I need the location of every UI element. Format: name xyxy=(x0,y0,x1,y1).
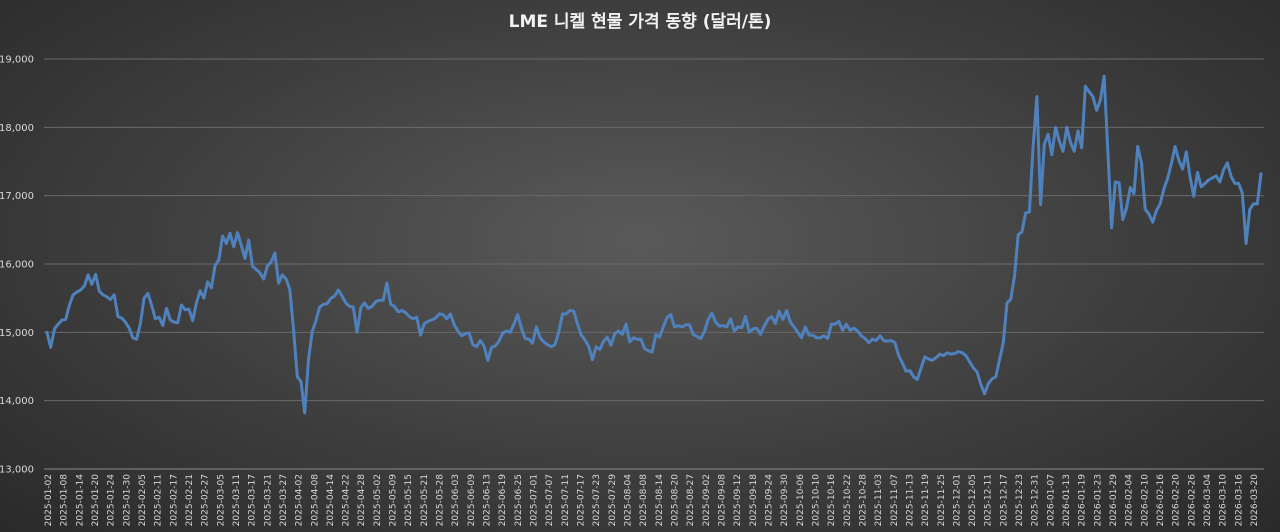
x-tick-label: 2025-10-28 xyxy=(858,474,868,527)
x-tick-label: 2025-03-27 xyxy=(279,474,289,526)
x-tick-label: 2025-06-03 xyxy=(451,474,461,526)
x-tick-label: 2026-02-16 xyxy=(1156,474,1166,527)
x-tick-label: 2025-01-14 xyxy=(75,474,85,527)
x-tick-label: 2025-04-02 xyxy=(295,474,305,526)
x-tick-label: 2025-07-17 xyxy=(577,474,587,526)
x-tick-label: 2026-01-13 xyxy=(1062,474,1072,526)
x-tick-label: 2026-02-26 xyxy=(1187,474,1197,527)
x-tick-label: 2025-05-21 xyxy=(420,474,430,526)
x-tick-label: 2025-08-04 xyxy=(624,474,634,527)
x-tick-label: 2025-08-27 xyxy=(686,474,696,526)
y-axis-ticks: 13,000 14,000 15,000 16,000 17,000 18,000 19,0… xyxy=(0,55,34,476)
x-tick-label: 2025-08-20 xyxy=(670,474,680,527)
x-tick-label: 2026-01-23 xyxy=(1093,474,1103,526)
x-tick-label: 2025-03-17 xyxy=(248,474,258,526)
x-tick-label: 2025-12-11 xyxy=(984,474,994,526)
x-tick-label: 2025-10-10 xyxy=(811,474,821,527)
y-tick-label: 18,000 xyxy=(0,123,34,134)
y-tick-label: 14,000 xyxy=(0,396,34,407)
x-tick-label: 2025-03-11 xyxy=(232,474,242,526)
series-line xyxy=(47,76,1261,413)
y-tick-label: 19,000 xyxy=(0,55,34,66)
x-tick-label: 2026-03-10 xyxy=(1219,474,1229,527)
x-tick-label: 2025-12-23 xyxy=(1015,474,1025,526)
x-tick-label: 2025-06-19 xyxy=(498,474,508,527)
y-tick-label: 17,000 xyxy=(0,191,34,202)
x-tick-label: 2025-02-27 xyxy=(201,474,211,526)
x-tick-label: 2025-09-24 xyxy=(764,474,774,527)
x-tick-label: 2025-10-06 xyxy=(796,474,806,527)
x-tick-label: 2025-02-17 xyxy=(169,474,179,526)
x-tick-label: 2025-09-30 xyxy=(780,474,790,527)
x-tick-label: 2025-04-22 xyxy=(342,474,352,526)
x-tick-label: 2025-01-20 xyxy=(91,474,101,527)
x-tick-label: 2025-02-21 xyxy=(185,474,195,526)
x-tick-label: 2026-03-20 xyxy=(1250,474,1260,527)
x-tick-label: 2025-07-29 xyxy=(608,474,618,527)
x-tick-label: 2026-03-04 xyxy=(1203,474,1213,527)
x-tick-label: 2025-12-17 xyxy=(999,474,1009,526)
x-tick-label: 2025-12-01 xyxy=(952,474,962,526)
x-tick-label: 2025-06-09 xyxy=(467,474,477,527)
y-tick-label: 13,000 xyxy=(0,465,34,476)
x-tick-label: 2025-10-22 xyxy=(843,474,853,526)
x-tick-label: 2026-03-16 xyxy=(1234,474,1244,527)
x-tick-label: 2025-01-24 xyxy=(107,474,117,527)
x-tick-label: 2025-05-02 xyxy=(373,474,383,526)
x-tick-label: 2025-11-03 xyxy=(874,474,884,526)
chart-title: LME 니켈 현물 가격 동향 (달러/톤) xyxy=(509,11,772,32)
x-tick-label: 2025-09-18 xyxy=(749,474,759,527)
x-axis-ticks: 2025-01-02 2025-01-08 2025-01-14 2025-01-20… xyxy=(44,474,1260,527)
series-layer xyxy=(47,76,1261,413)
x-tick-label: 2025-04-28 xyxy=(357,474,367,527)
y-tick-label: 16,000 xyxy=(0,260,34,271)
x-tick-label: 2025-07-23 xyxy=(592,474,602,526)
x-tick-label: 2025-07-11 xyxy=(561,474,571,526)
x-tick-label: 2025-01-30 xyxy=(122,474,132,527)
x-tick-label: 2025-09-12 xyxy=(733,474,743,526)
x-tick-label: 2025-01-02 xyxy=(44,474,54,526)
x-tick-label: 2025-10-16 xyxy=(827,474,837,527)
x-tick-label: 2025-02-11 xyxy=(154,474,164,526)
grid xyxy=(44,59,1264,469)
x-tick-label: 2025-05-15 xyxy=(404,474,414,526)
x-tick-label: 2026-01-19 xyxy=(1078,474,1088,527)
x-tick-label: 2025-11-13 xyxy=(905,474,915,526)
x-tick-label: 2025-03-21 xyxy=(263,474,273,526)
x-tick-label: 2025-06-13 xyxy=(483,474,493,526)
x-tick-label: 2025-05-09 xyxy=(389,474,399,527)
x-tick-label: 2025-06-25 xyxy=(514,474,524,526)
x-tick-label: 2025-12-05 xyxy=(968,474,978,526)
x-tick-label: 2026-01-07 xyxy=(1046,474,1056,526)
x-tick-label: 2025-11-25 xyxy=(937,474,947,526)
x-tick-label: 2025-07-01 xyxy=(530,474,540,526)
x-tick-label: 2026-01-29 xyxy=(1109,474,1119,527)
y-tick-label: 15,000 xyxy=(0,328,34,339)
x-tick-label: 2025-02-05 xyxy=(138,474,148,526)
x-tick-label: 2025-04-08 xyxy=(310,474,320,527)
x-tick-label: 2025-08-14 xyxy=(655,474,665,527)
x-tick-label: 2025-04-14 xyxy=(326,474,336,527)
x-tick-label: 2025-08-08 xyxy=(639,474,649,527)
x-tick-label: 2025-07-07 xyxy=(545,474,555,526)
x-tick-label: 2025-05-28 xyxy=(436,474,446,527)
x-tick-label: 2025-03-05 xyxy=(216,474,226,526)
x-tick-label: 2025-12-31 xyxy=(1031,474,1041,526)
x-tick-label: 2026-02-10 xyxy=(1140,474,1150,527)
x-tick-label: 2026-02-20 xyxy=(1172,474,1182,527)
x-tick-label: 2026-02-04 xyxy=(1125,474,1135,527)
x-tick-label: 2025-11-07 xyxy=(890,474,900,526)
x-tick-label: 2025-09-02 xyxy=(702,474,712,526)
x-tick-label: 2025-09-08 xyxy=(717,474,727,527)
x-tick-label: 2025-01-08 xyxy=(60,474,70,527)
x-tick-label: 2025-11-19 xyxy=(921,474,931,527)
